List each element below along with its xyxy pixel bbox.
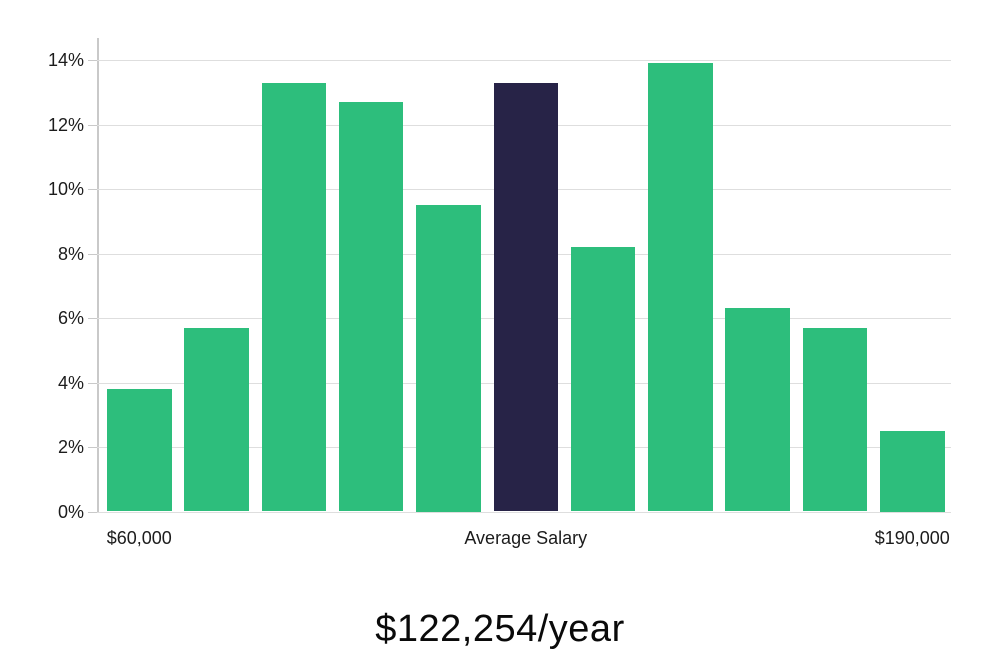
y-tick-10pct [88,189,97,190]
bar-salary-bin-7[interactable] [648,63,713,512]
x-axis-label-0: $60,000 [106,528,172,548]
y-axis-label-10pct: 10% [47,179,84,199]
y-axis-label-8pct: 8% [57,243,84,264]
y-tick-0pct [88,511,97,513]
bar-salary-bin-6[interactable] [570,247,636,512]
x-axis-label-10: $190,000 [874,528,950,548]
y-tick-2pct [88,447,97,448]
y-tick-6pct [88,318,97,319]
bar-salary-bin-1[interactable] [184,327,249,512]
bar-salary-bin-3[interactable] [338,101,404,512]
gridline-0pct [97,511,951,513]
bar-salary-bin-8[interactable] [725,308,790,512]
y-tick-8pct [88,253,97,255]
y-axis-label-2pct: 2% [57,437,84,457]
gridline-14pct [97,60,951,61]
bar-salary-bin-4[interactable] [416,205,481,512]
bar-salary-bin-10[interactable] [880,430,945,512]
average-salary-value: $122,254/year [375,608,625,650]
bar-salary-bin-2[interactable] [261,82,327,512]
bar-average-salary-highlight[interactable] [493,82,558,512]
bar-salary-bin-9[interactable] [802,327,868,512]
y-axis-line [97,38,99,512]
y-axis-label-4pct: 4% [57,372,84,393]
y-tick-4pct [88,382,97,384]
y-axis-label-0pct: 0% [57,501,84,522]
y-tick-12pct [88,124,97,126]
y-axis-label-12pct: 12% [47,114,84,135]
y-tick-14pct [88,60,97,61]
y-axis-label-6pct: 6% [57,308,84,328]
x-axis-label-5: Average Salary [464,528,588,548]
bar-salary-bin-0[interactable] [107,388,172,512]
y-axis-label-14pct: 14% [47,50,84,70]
